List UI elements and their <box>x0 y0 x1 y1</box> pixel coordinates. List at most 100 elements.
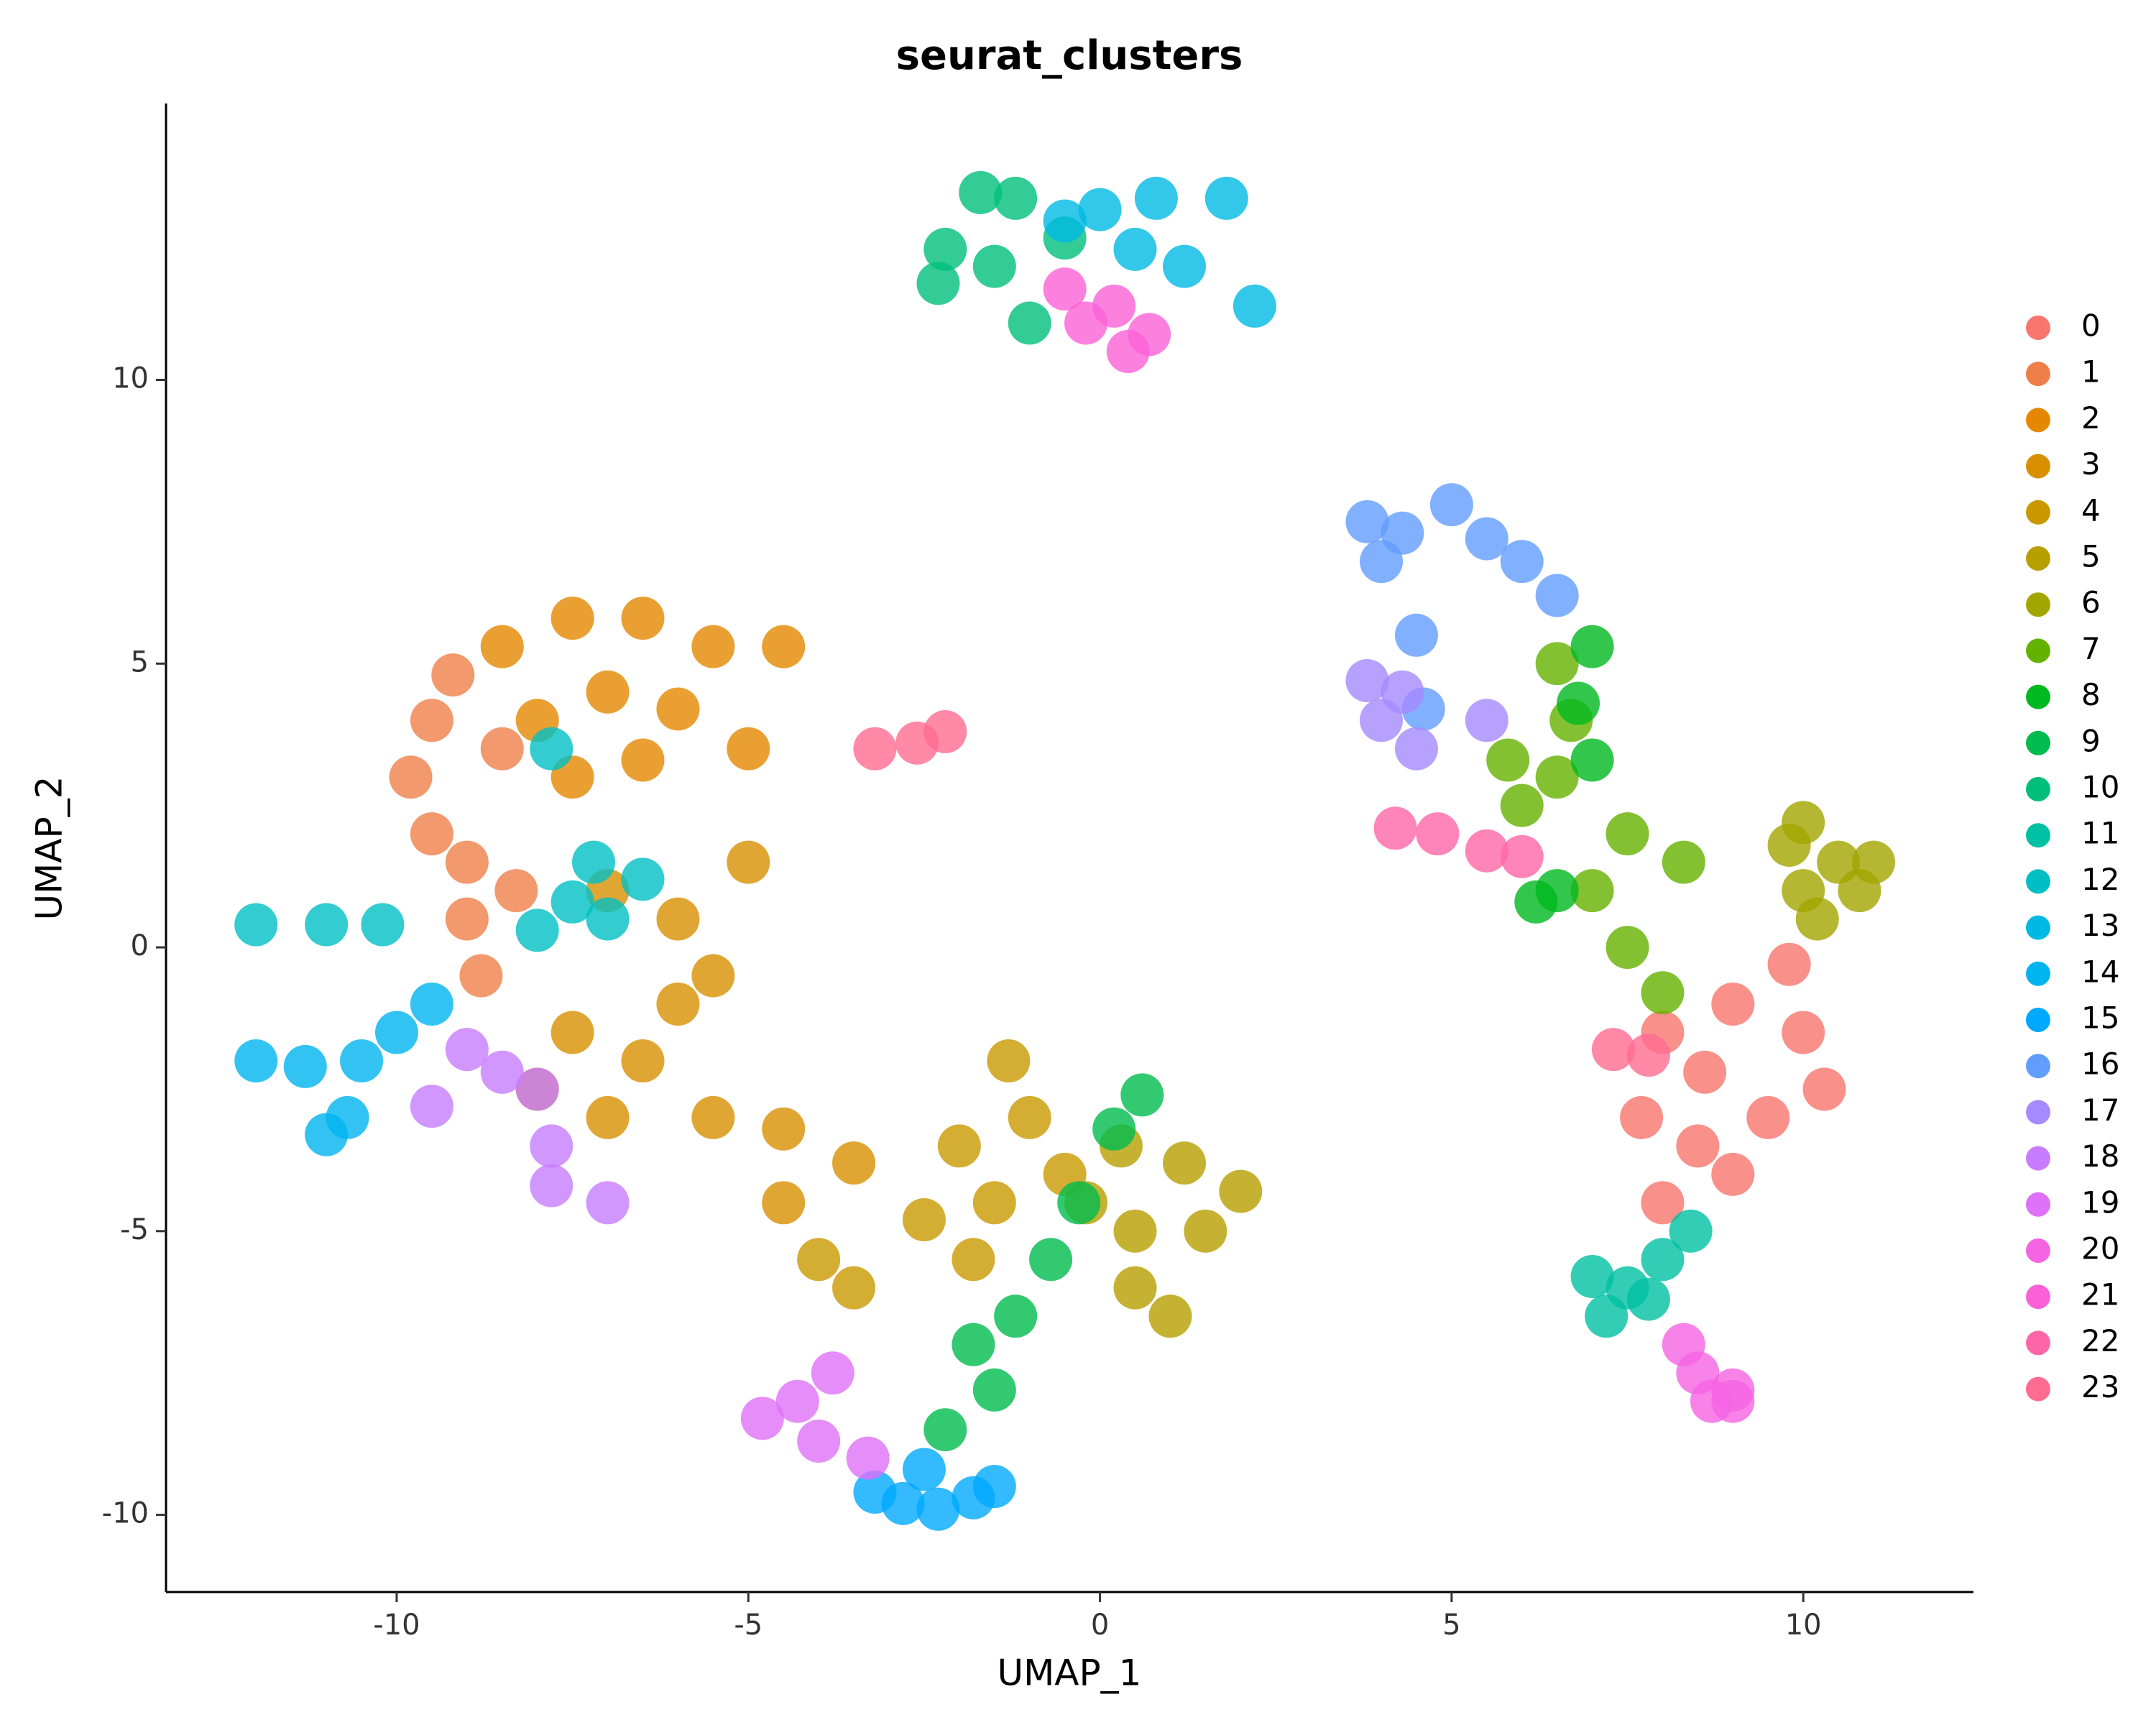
plot-area <box>234 170 1896 1531</box>
legend-label: 3 <box>2081 446 2101 482</box>
legend-swatch <box>2026 1146 2050 1171</box>
point <box>923 710 967 754</box>
point <box>530 1164 573 1208</box>
point <box>1233 284 1276 328</box>
point <box>1641 1181 1685 1225</box>
point <box>1585 1294 1628 1338</box>
legend-label: 7 <box>2081 631 2101 666</box>
point <box>305 1113 349 1156</box>
point <box>1394 613 1438 657</box>
point <box>1043 199 1087 243</box>
point <box>797 1419 841 1463</box>
point <box>1184 1209 1227 1253</box>
point <box>727 727 770 770</box>
point <box>1606 812 1649 856</box>
point <box>586 1181 630 1225</box>
point <box>1078 188 1122 231</box>
legend-label: 1 <box>2081 354 2101 390</box>
point <box>1514 880 1558 924</box>
point <box>459 954 503 998</box>
point <box>571 840 615 884</box>
legend-label: 4 <box>2081 492 2101 528</box>
point <box>480 727 524 770</box>
point <box>1535 574 1579 617</box>
point <box>1465 699 1508 742</box>
point <box>1429 483 1473 527</box>
point <box>1802 1067 1846 1111</box>
point <box>1163 1141 1207 1185</box>
x-axis-title: UMAP_1 <box>998 1652 1142 1694</box>
point <box>1043 267 1087 311</box>
point <box>1570 625 1614 668</box>
point <box>374 1011 418 1054</box>
point <box>621 857 665 901</box>
legend-label: 16 <box>2081 1046 2119 1082</box>
point <box>1767 823 1811 867</box>
point <box>1106 330 1150 374</box>
point <box>972 244 1016 288</box>
point <box>762 625 806 668</box>
legend-label: 11 <box>2081 816 2119 851</box>
point <box>1064 301 1108 345</box>
legend-swatch <box>2026 1238 2050 1263</box>
point <box>1570 1255 1614 1299</box>
point <box>1570 738 1614 782</box>
point <box>987 1039 1031 1082</box>
point <box>1345 658 1389 702</box>
point <box>916 1487 960 1531</box>
point <box>445 840 489 884</box>
point <box>1683 1050 1727 1094</box>
point <box>1557 681 1600 725</box>
point <box>480 625 524 668</box>
point <box>1204 176 1248 220</box>
point <box>1373 806 1417 850</box>
point <box>762 1181 806 1225</box>
legend-swatch <box>2026 1192 2050 1217</box>
point <box>494 869 538 913</box>
legend-swatch <box>2026 316 2050 340</box>
point <box>972 1181 1016 1225</box>
point <box>1394 727 1438 770</box>
legend-swatch <box>2026 777 2050 801</box>
legend-swatch <box>2026 961 2050 986</box>
point <box>1535 642 1579 686</box>
point <box>1641 1238 1685 1282</box>
point <box>1626 1277 1670 1321</box>
point <box>586 670 630 714</box>
point <box>1746 1095 1790 1139</box>
legend-swatch <box>2026 408 2050 433</box>
point <box>1669 1209 1713 1253</box>
point <box>846 1436 890 1480</box>
legend-swatch <box>2026 869 2050 894</box>
point <box>621 597 665 640</box>
point <box>691 954 735 998</box>
point <box>952 1238 995 1282</box>
point <box>1570 869 1614 913</box>
point <box>656 983 700 1026</box>
point <box>621 1039 665 1082</box>
legend-swatch <box>2026 362 2050 387</box>
point <box>1092 1107 1136 1151</box>
point <box>1795 897 1839 941</box>
point <box>1360 699 1404 742</box>
point <box>881 1481 925 1525</box>
point <box>972 1465 1016 1509</box>
point <box>1219 1169 1263 1213</box>
x-tick-label: -10 <box>373 1609 420 1642</box>
point <box>656 897 700 941</box>
point <box>1767 942 1811 986</box>
point <box>410 699 453 742</box>
point <box>1163 244 1207 288</box>
point <box>1711 1152 1755 1196</box>
point <box>811 1351 854 1395</box>
point <box>923 227 967 271</box>
point <box>586 1095 630 1139</box>
legend-swatch <box>2026 1054 2050 1079</box>
point <box>1535 755 1579 799</box>
point <box>1416 812 1460 856</box>
legend-label: 13 <box>2081 908 2119 943</box>
y-axis-title: UMAP_2 <box>29 776 70 921</box>
point <box>1113 227 1157 271</box>
legend-label: 6 <box>2081 585 2101 620</box>
